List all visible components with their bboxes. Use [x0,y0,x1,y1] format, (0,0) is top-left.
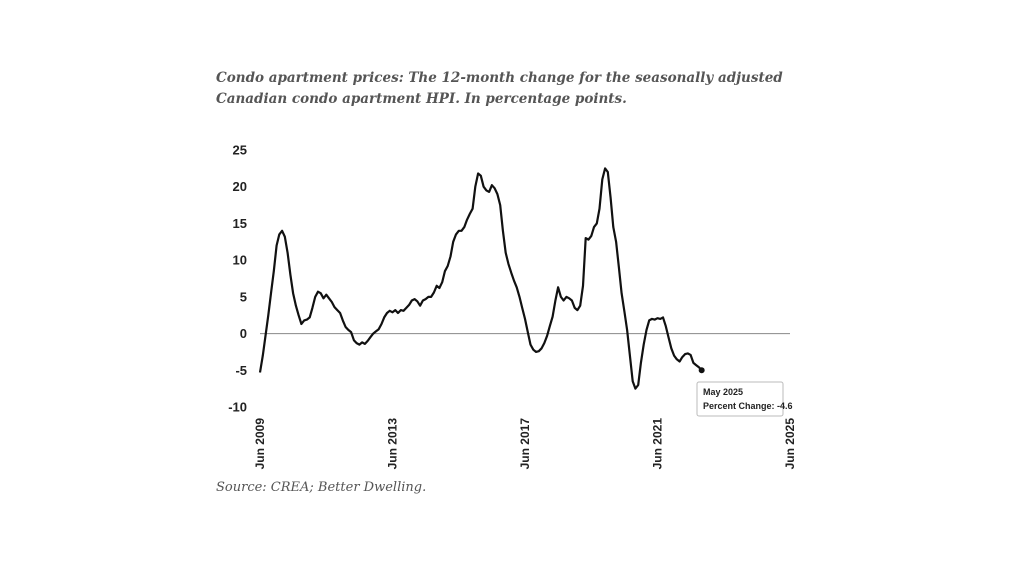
x-tick-label: Jun 2013 [386,418,400,470]
tooltip-label: Percent Change: -4.6 [703,401,793,411]
x-tick-label: Jun 2017 [518,418,532,470]
chart-caption: Condo apartment prices: The 12-month cha… [216,70,783,107]
y-axis-ticks: 25 20 15 10 5 0 -5 -10 [228,143,247,415]
y-tick-label: 20 [233,179,247,194]
tooltip-box [696,381,784,417]
x-tick-label: Jun 2009 [253,418,267,470]
y-tick-label: 10 [233,253,247,268]
y-tick-label: -10 [228,400,247,415]
y-tick-label: 0 [240,326,247,341]
tooltip-marker [698,367,705,374]
source-note: Source: CREA; Better Dwelling. [216,480,427,495]
tooltip: May 2025 Percent Change: -4.6 [696,381,793,417]
tooltip-title: May 2025 [703,387,743,397]
y-tick-label: 15 [233,216,247,231]
x-tick-label: Jun 2025 [783,418,797,470]
y-tick-label: 25 [233,143,247,158]
x-tick-label: Jun 2021 [651,418,665,470]
series-line [258,167,703,390]
x-axis-ticks: Jun 2009 Jun 2013 Jun 2017 Jun 2021 Jun 2025 [253,418,797,470]
y-tick-label: 5 [240,289,247,304]
y-tick-label: -5 [235,363,247,378]
